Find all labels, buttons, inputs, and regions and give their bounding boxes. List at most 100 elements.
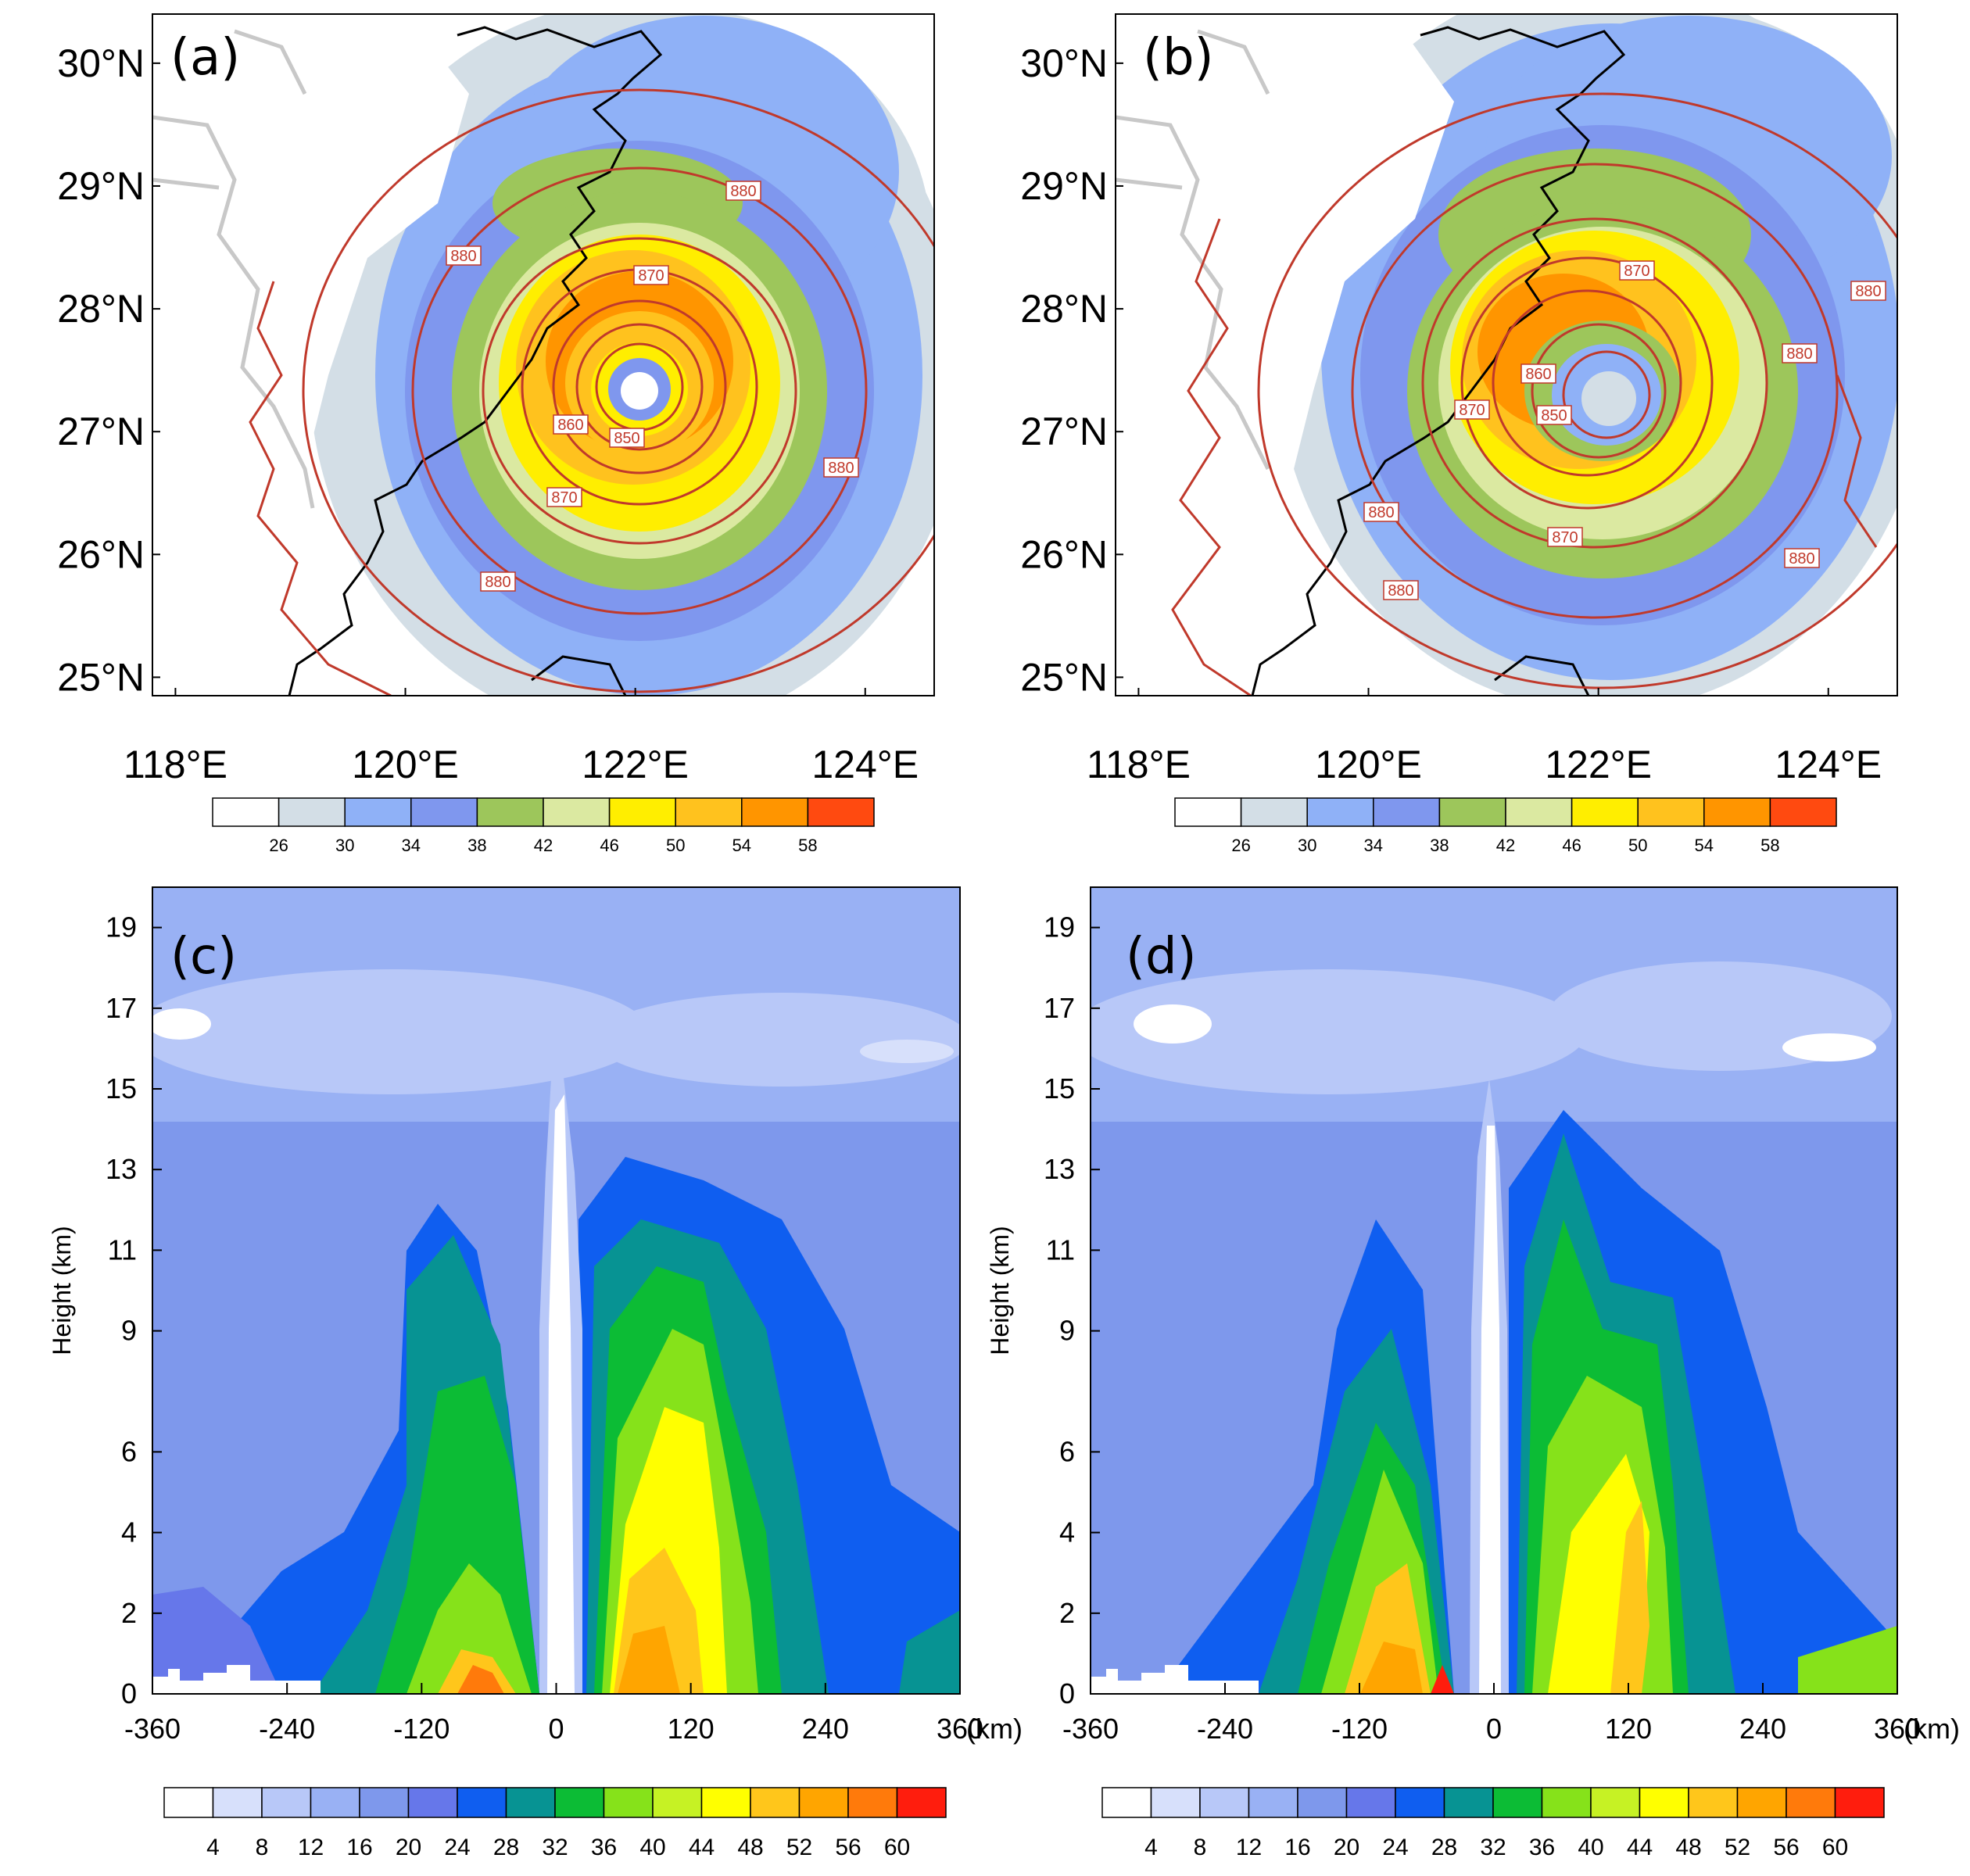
colorbar-swatch xyxy=(1345,1787,1396,1818)
colorbar-label: 4 xyxy=(206,1835,220,1860)
height-tick-label: 13 xyxy=(106,1153,137,1185)
colorbar-swatch xyxy=(798,1787,849,1818)
colorbar-swatch xyxy=(1443,1787,1494,1818)
height-tick-label: 17 xyxy=(1044,992,1075,1024)
colorbar-swatch xyxy=(608,797,676,827)
colorbar-swatch xyxy=(212,1787,263,1818)
colorbar-swatch xyxy=(700,1787,751,1818)
map-axes-a: 30°N 29°N 28°N 27°N 26°N 25°N 118°E 120°E 122°E 1… xyxy=(57,41,919,786)
contour-label: 880 xyxy=(1855,283,1881,300)
distance-tick-label: -120 xyxy=(1331,1713,1388,1745)
colorbar-label: 44 xyxy=(1627,1835,1653,1860)
map-colorbar-b: 26 30 34 38 42 46 50 54 58 xyxy=(1174,797,1837,855)
height-tick-label: 17 xyxy=(106,992,137,1024)
colorbar-swatch xyxy=(750,1787,801,1818)
reflectivity-field-a xyxy=(152,14,934,696)
height-tick-label: 13 xyxy=(1044,1153,1075,1185)
coastline-a xyxy=(288,26,663,696)
colorbar-swatch xyxy=(1541,1787,1592,1818)
contour-label: 850 xyxy=(614,430,639,447)
colorbar-label: 48 xyxy=(1675,1835,1701,1860)
colorbar-swatch xyxy=(807,797,875,827)
colorbar-label: 58 xyxy=(798,836,817,855)
height-tick-label: 6 xyxy=(121,1435,137,1467)
contour-label: 850 xyxy=(1541,407,1567,424)
height-tick-label: 4 xyxy=(1059,1516,1075,1548)
colorbar-swatch xyxy=(407,1787,458,1818)
colorbar-label: 38 xyxy=(1430,836,1449,855)
colorbar-label: 44 xyxy=(689,1835,715,1860)
colorbar-swatch xyxy=(1373,797,1441,827)
panel-label-a: (a) xyxy=(170,29,240,87)
distance-tick-label: 360 xyxy=(937,1713,983,1745)
colorbar-label: 26 xyxy=(1231,836,1250,855)
lat-tick-label: 30°N xyxy=(57,41,145,85)
distance-tick-label: 0 xyxy=(1486,1713,1502,1745)
contour-label: 880 xyxy=(450,248,476,265)
colorbar-swatch xyxy=(278,797,346,827)
distance-unit: (km) xyxy=(1904,1713,1960,1745)
contour-label: 880 xyxy=(828,460,854,477)
colorbar-swatch xyxy=(1590,1787,1641,1818)
colorbar-label: 42 xyxy=(534,836,553,855)
height-tick-label: 2 xyxy=(121,1597,137,1629)
colorbar-label: 34 xyxy=(1364,836,1383,855)
lat-tick-label: 26°N xyxy=(57,532,145,576)
colorbar-label: 60 xyxy=(884,1835,910,1860)
contour-label: 870 xyxy=(638,267,664,285)
distance-unit: (km) xyxy=(966,1713,1023,1745)
distance-tick-label: -240 xyxy=(259,1713,315,1745)
lon-tick-label: 118°E xyxy=(1087,743,1191,786)
province-borders-a xyxy=(152,29,315,509)
distance-tick-label: 360 xyxy=(1874,1713,1921,1745)
lon-tick-label: 122°E xyxy=(582,743,689,786)
colorbar-swatch xyxy=(543,797,611,827)
height-tick-label: 15 xyxy=(106,1072,137,1104)
xs-colorbar-d: 4 8 12 16 20 24 28 32 36 40 44 48 52 56 60 xyxy=(1101,1787,1885,1860)
panel-c xyxy=(152,886,961,1695)
colorbar-swatch xyxy=(1834,1787,1885,1818)
height-tick-label: 11 xyxy=(1046,1233,1075,1266)
distance-tick-label: -240 xyxy=(1197,1713,1253,1745)
colorbar-swatch xyxy=(1150,1787,1201,1818)
colorbar-swatch xyxy=(457,1787,507,1818)
colorbar-swatch xyxy=(1703,797,1771,827)
colorbar-swatch xyxy=(1438,797,1506,827)
pressure-contours-b xyxy=(1171,92,1897,696)
colorbar-label: 48 xyxy=(737,1835,763,1860)
colorbar-label: 54 xyxy=(1695,836,1714,855)
height-tick-label: 11 xyxy=(108,1233,137,1266)
contour-labels-a: 880 880 870 880 860 850 870 880 xyxy=(446,181,859,592)
colorbar-label: 34 xyxy=(402,836,421,855)
colorbar-label: 46 xyxy=(1562,836,1581,855)
lat-tick-label: 27°N xyxy=(57,410,145,453)
contour-label: 880 xyxy=(1368,504,1394,521)
lon-tick-label: 120°E xyxy=(1315,743,1422,786)
colorbar-label: 20 xyxy=(1334,1835,1359,1860)
colorbar-swatch xyxy=(1736,1787,1787,1818)
lat-tick-label: 26°N xyxy=(1020,532,1108,576)
lon-tick-label: 122°E xyxy=(1545,743,1652,786)
colorbar-label: 46 xyxy=(600,836,618,855)
colorbar-label: 26 xyxy=(269,836,288,855)
map-axes-b: 30°N 29°N 28°N 27°N 26°N 25°N 118°E 120°E 122°E 1… xyxy=(1020,41,1882,786)
lat-tick-label: 25°N xyxy=(1020,655,1108,699)
contour-labels-b: 870 880 860 880 870 850 880 870 880 880 xyxy=(1363,260,1886,600)
contour-label: 880 xyxy=(1388,582,1413,600)
colorbar-label: 16 xyxy=(346,1835,372,1860)
map-frame-a xyxy=(152,13,935,696)
panel-b: 870 880 860 880 870 850 880 870 880 880 xyxy=(1115,13,1898,696)
lat-tick-label: 28°N xyxy=(1020,287,1108,331)
colorbar-label: 52 xyxy=(786,1835,812,1860)
colorbar-label: 50 xyxy=(666,836,685,855)
contour-label: 860 xyxy=(557,417,583,434)
colorbar-label: 8 xyxy=(256,1835,269,1860)
colorbar-swatch xyxy=(505,1787,556,1818)
xs-axes-c: 0 2 4 6 9 11 13 15 17 19 -360 -240 -120 0 120 240 360(km… xyxy=(48,911,1023,1745)
panel-label-b: (b) xyxy=(1143,29,1214,87)
contour-label: 880 xyxy=(485,574,510,591)
lat-tick-label: 27°N xyxy=(1020,410,1108,453)
panel-label-d: (d) xyxy=(1126,928,1197,986)
lat-tick-label: 25°N xyxy=(57,655,145,699)
